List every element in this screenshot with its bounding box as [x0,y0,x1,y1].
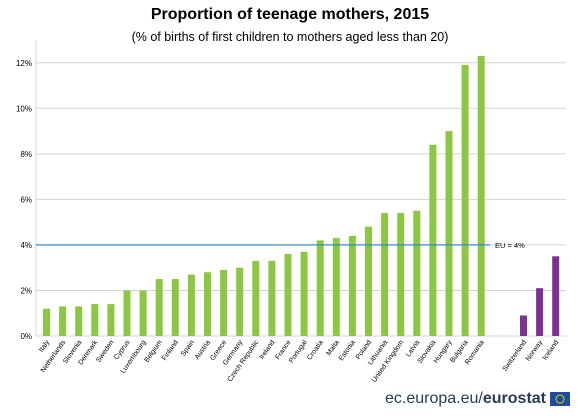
bar [461,65,469,337]
bar [236,267,244,336]
x-tick-label: Iceland [542,339,561,362]
bar [536,288,544,336]
chart-title: Proportion of teenage mothers, 2015 [150,6,430,23]
y-axis: 0% 2% 4% 6% 8% 10% 12% [16,40,37,341]
x-tick-label: Spain [180,339,196,358]
chart-subtitle: (% of births of first children to mother… [131,30,449,44]
bar [75,306,83,336]
x-tick-label: Italy [38,339,51,354]
bars [43,55,560,337]
bar [139,290,147,336]
bar [204,272,211,336]
bar [552,256,560,336]
x-tick-label: Latvia [405,339,422,358]
bar [445,131,453,336]
bar [381,213,389,336]
x-axis-labels: ItalyNetherlandsSloveniaDenmarkSwedenCyp… [38,339,560,384]
bar [91,304,99,336]
bar [477,55,485,336]
bar [520,315,527,336]
bar [155,279,163,336]
bar [348,235,356,336]
bar [268,260,276,336]
y-tick-label: 0% [20,332,32,341]
y-tick-label: 12% [16,59,32,68]
bar [123,290,131,336]
x-tick-label: Switzerland [502,339,529,373]
footer-source: ec.europa.eu/eurostat [385,390,546,408]
bar [171,279,179,336]
y-tick-label: 10% [16,104,32,113]
bar [43,308,50,336]
y-tick-label: 8% [20,150,32,159]
bar [332,238,340,336]
reference-line: EU = 4% [36,241,525,250]
bar [365,226,372,336]
x-tick-label: Croatia [306,339,325,362]
footer-site: ec.europa.eu/ [385,390,483,407]
eu-flag-icon [550,392,570,406]
bar [220,269,228,336]
x-tick-label: Finland [161,339,180,362]
x-tick-label: Malta [325,339,341,357]
x-tick-label: Norway [525,339,545,363]
footer-brand: eurostat [482,390,546,407]
bar [252,260,260,336]
y-tick-label: 4% [20,241,32,250]
eu-average-label: EU = 4% [495,241,525,250]
bar [107,304,115,336]
bar [284,254,292,336]
y-tick-label: 6% [20,195,32,204]
bar [413,210,421,336]
bar [429,144,437,336]
x-tick-label: Estonia [338,339,357,362]
bar [187,274,195,336]
bar [300,251,308,336]
y-tick-label: 2% [20,286,32,295]
bar [316,240,324,336]
bar [397,213,405,336]
bar [59,306,67,336]
